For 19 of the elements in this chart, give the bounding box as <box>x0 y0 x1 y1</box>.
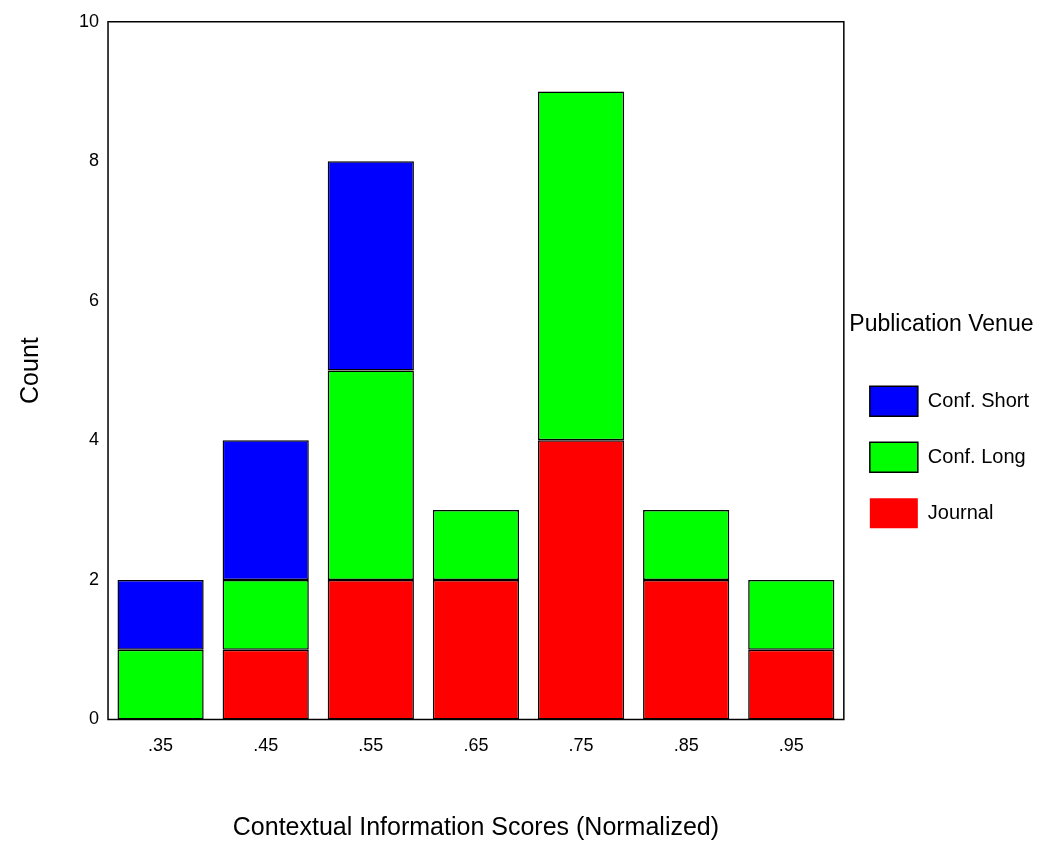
x-tick-label: .75 <box>568 735 594 756</box>
legend-title: Publication Venue <box>849 309 1034 336</box>
x-tick-label: .65 <box>463 735 489 756</box>
x-tick-label: .35 <box>148 735 174 756</box>
y-tick-label: 2 <box>89 568 100 589</box>
y-tick-label: 0 <box>89 708 100 729</box>
x-axis-title: Contextual Information Scores (Normalized) <box>232 811 720 840</box>
y-axis-title: Count <box>14 337 43 404</box>
y-tick-label: 4 <box>89 429 100 450</box>
x-tick-label: .55 <box>358 735 384 756</box>
x-tick-label: .95 <box>778 735 804 756</box>
y-tick-label: 8 <box>89 150 100 171</box>
y-tick-label: 6 <box>89 289 100 310</box>
y-tick-label: 10 <box>78 10 100 31</box>
legend-label: Conf. Long <box>927 444 1026 467</box>
x-tick-label: .85 <box>673 735 699 756</box>
legend-label: Journal <box>927 500 994 523</box>
x-tick-label: .45 <box>253 735 279 756</box>
legend-label: Conf. Short <box>927 388 1030 411</box>
